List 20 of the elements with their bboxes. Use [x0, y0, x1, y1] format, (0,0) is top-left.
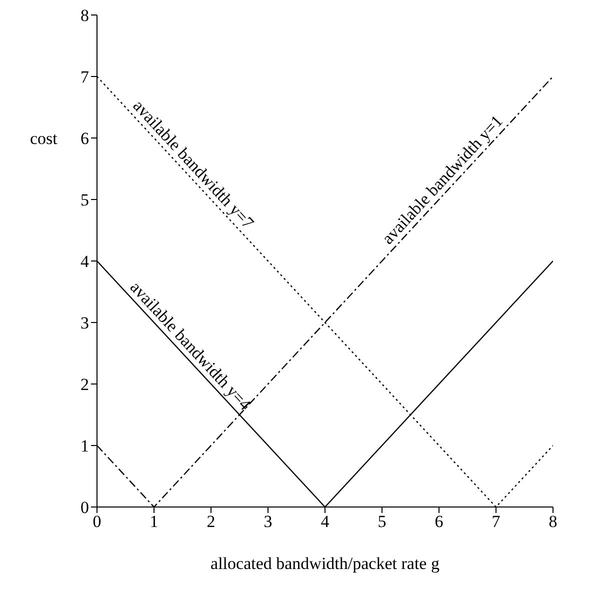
y-tick-label: 3 [80, 314, 89, 333]
y-tick-label: 4 [80, 252, 90, 272]
x-tick-label: 5 [378, 512, 386, 532]
x-tick-label: 0 [92, 512, 102, 532]
y-tick-label: 8 [80, 6, 89, 26]
y-tick-label: 1 [80, 436, 89, 456]
x-tick-label: 1 [150, 512, 158, 532]
x-tick-label: 7 [492, 512, 501, 532]
x-tick-label: 8 [548, 512, 558, 532]
x-tick-label: 2 [206, 512, 216, 532]
y-tick-label: 5 [80, 190, 89, 210]
x-tick-label: 3 [264, 512, 272, 532]
y-tick-label: 6 [80, 129, 89, 148]
x-axis-title: allocated bandwidth/packet rate g [210, 554, 440, 574]
x-tick-label: 4 [320, 512, 330, 532]
y-tick-label: 7 [80, 68, 90, 87]
y-tick-label: 0 [80, 498, 89, 518]
y-axis-title: cost [30, 129, 58, 148]
y-tick-label: 2 [80, 375, 89, 394]
x-tick-label: 6 [434, 512, 444, 532]
